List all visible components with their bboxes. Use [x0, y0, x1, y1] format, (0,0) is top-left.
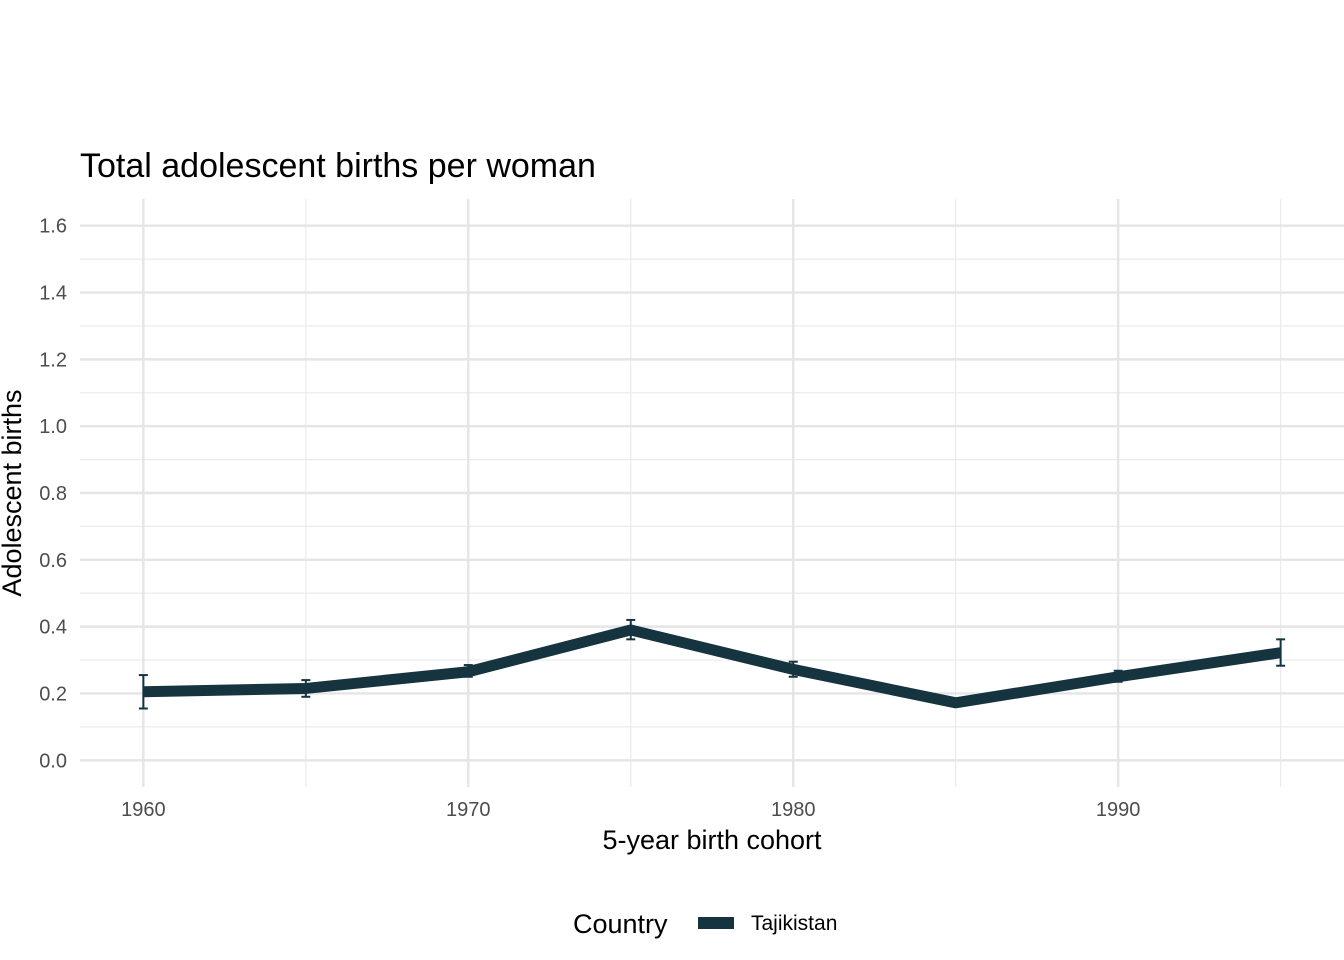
y-axis-title: Adolescent births	[0, 389, 27, 596]
y-tick-label: 0.8	[39, 483, 67, 505]
x-tick-labels: 1960 1970 1980 1990	[121, 799, 1140, 821]
series-line-tajikistan	[143, 624, 1282, 709]
legend: Country Tajikistan	[573, 909, 837, 939]
y-tick-label: 1.6	[39, 216, 67, 238]
y-tick-labels: 0.0 0.2 0.4 0.6 0.8 1.0 1.2 1.4 1.6	[39, 216, 67, 773]
grid	[80, 199, 1344, 787]
y-tick-label: 0.2	[39, 683, 67, 705]
y-tick-label: 1.2	[39, 349, 67, 371]
x-tick-label: 1970	[446, 799, 491, 821]
x-axis-title: 5-year birth cohort	[602, 825, 822, 855]
y-tick-label: 0.4	[39, 617, 67, 639]
y-tick-label: 0.6	[39, 550, 67, 572]
legend-label-tajikistan: Tajikistan	[751, 912, 837, 935]
x-tick-label: 1980	[771, 799, 816, 821]
y-tick-label: 1.4	[39, 283, 67, 305]
y-tick-label: 1.0	[39, 416, 67, 438]
chart-title: Total adolescent births per woman	[80, 147, 596, 185]
series-lines	[143, 624, 1282, 709]
legend-title: Country	[573, 909, 668, 939]
x-tick-label: 1990	[1096, 799, 1141, 821]
y-tick-label: 0.0	[39, 750, 67, 772]
x-tick-label: 1960	[121, 799, 166, 821]
